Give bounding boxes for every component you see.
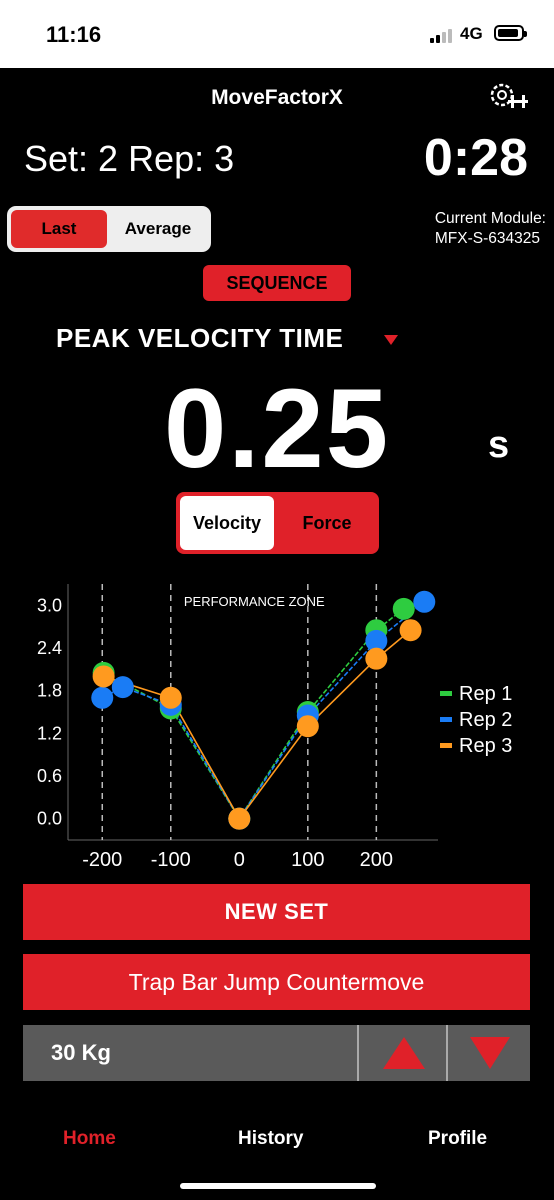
data-point-rep3 bbox=[92, 665, 115, 688]
signal-icon bbox=[430, 27, 454, 43]
data-point-rep2 bbox=[91, 686, 114, 709]
data-point-rep3 bbox=[159, 686, 182, 709]
weight-control: 30 Kg bbox=[23, 1025, 530, 1081]
data-point-rep3 bbox=[296, 715, 319, 738]
divider bbox=[446, 1025, 448, 1081]
x-tick-label: -200 bbox=[82, 849, 122, 871]
exercise-selector[interactable]: Trap Bar Jump Countermove bbox=[23, 954, 530, 1010]
app-title: MoveFactorX bbox=[211, 86, 343, 109]
velocity-force-toggle: Velocity Force bbox=[176, 492, 379, 554]
data-point-rep3 bbox=[365, 647, 388, 670]
timer: 0:28 bbox=[423, 129, 528, 187]
caret-down-icon[interactable] bbox=[384, 335, 398, 345]
data-point-rep1 bbox=[392, 597, 415, 620]
set-rep-label: Set: 2 Rep: 3 bbox=[24, 138, 235, 179]
data-point-rep3 bbox=[228, 807, 251, 830]
arrow-up-icon bbox=[383, 1037, 425, 1069]
metric-value: 0.25 bbox=[164, 366, 390, 491]
y-tick-label: 0.0 bbox=[37, 809, 62, 829]
metric-unit: s bbox=[488, 424, 510, 466]
legend-swatch-rep3 bbox=[440, 743, 452, 748]
average-tab[interactable]: Average bbox=[124, 219, 192, 238]
last-tab[interactable]: Last bbox=[11, 210, 107, 248]
new-set-button[interactable]: NEW SET bbox=[23, 884, 530, 940]
y-tick-label: 0.6 bbox=[37, 766, 62, 786]
tab-history[interactable]: History bbox=[238, 1128, 304, 1149]
data-point-rep2 bbox=[365, 629, 388, 652]
data-point-rep3 bbox=[399, 619, 422, 642]
increase-weight-button[interactable] bbox=[359, 1025, 448, 1081]
tab-home[interactable]: Home bbox=[63, 1128, 116, 1149]
home-indicator bbox=[180, 1183, 376, 1189]
network-label: 4G bbox=[460, 24, 483, 43]
battery-icon bbox=[494, 25, 527, 41]
legend-label-rep3: Rep 3 bbox=[459, 735, 512, 757]
status-bar: 11:16 4G bbox=[0, 0, 554, 68]
force-tab[interactable]: Force bbox=[302, 513, 352, 533]
x-tick-label: 200 bbox=[360, 849, 393, 871]
tab-profile[interactable]: Profile bbox=[428, 1128, 488, 1149]
metric-selector[interactable]: PEAK VELOCITY TIME bbox=[56, 323, 344, 353]
legend-label-rep2: Rep 2 bbox=[459, 709, 512, 731]
divider bbox=[357, 1025, 359, 1081]
module-label: Current Module: bbox=[434, 210, 546, 227]
x-tick-label: -100 bbox=[151, 849, 191, 871]
weight-label: 30 Kg bbox=[51, 1040, 111, 1065]
last-average-toggle: Last Average bbox=[7, 206, 211, 252]
legend-swatch-rep2 bbox=[440, 717, 452, 722]
x-tick-label: 0 bbox=[234, 849, 245, 871]
sequence-button[interactable]: SEQUENCE bbox=[203, 265, 351, 301]
legend-label-rep1: Rep 1 bbox=[459, 683, 512, 705]
tab-bar: Home History Profile bbox=[0, 1110, 554, 1200]
module-id: MFX-S-634325 bbox=[434, 230, 540, 247]
data-point-rep2 bbox=[111, 676, 134, 699]
arrow-down-icon bbox=[470, 1037, 510, 1069]
data-point-rep2 bbox=[413, 590, 436, 613]
series-line-rep1 bbox=[103, 608, 405, 821]
y-tick-label: 2.4 bbox=[37, 638, 62, 658]
performance-zone-label: PERFORMANCE ZONE bbox=[184, 594, 325, 609]
y-tick-label: 3.0 bbox=[37, 595, 62, 615]
current-module: Current Module: MFX-S-634325 bbox=[435, 209, 546, 249]
decrease-weight-button[interactable] bbox=[448, 1025, 532, 1081]
x-tick-label: 100 bbox=[291, 849, 324, 871]
y-tick-label: 1.8 bbox=[37, 681, 62, 701]
y-tick-label: 1.2 bbox=[37, 723, 62, 743]
velocity-tab[interactable]: Velocity bbox=[180, 496, 274, 550]
legend-swatch-rep1 bbox=[440, 691, 452, 696]
status-time: 11:16 bbox=[46, 22, 102, 47]
velocity-chart: PERFORMANCE ZONE 3.0 2.4 1.8 1.2 0.6 0.0 -200 -1… bbox=[37, 584, 512, 871]
gear-barbell-icon[interactable] bbox=[486, 80, 530, 114]
